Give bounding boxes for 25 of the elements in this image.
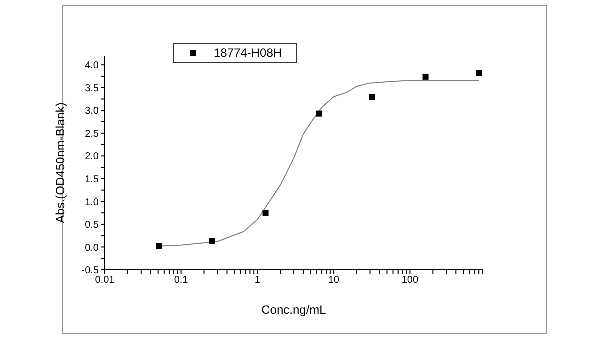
- y-tick-label: 3.5: [85, 83, 100, 94]
- x-tick-label: 1: [254, 275, 261, 286]
- y-axis-title: Abs.(OD450nm-Blank): [53, 102, 68, 224]
- point: [422, 74, 429, 80]
- y-tick-label: 4.0: [85, 60, 100, 72]
- x-tick-label: 0.01: [95, 275, 116, 286]
- y-tick-label: 0.5: [85, 220, 100, 232]
- y-tick-label: 1.5: [85, 174, 100, 186]
- y-tick-label: 1.0: [85, 197, 100, 208]
- point: [209, 238, 216, 244]
- x-axis-title: Conc.ng/mL: [262, 303, 327, 317]
- y-tick-label: 3.0: [85, 106, 100, 118]
- y-tick-label: 2.5: [85, 128, 100, 140]
- point: [476, 70, 482, 76]
- point: [156, 243, 162, 250]
- y-tick-label: 2.0: [85, 152, 100, 163]
- y-tick-label: -0.5: [82, 266, 100, 277]
- point: [262, 210, 269, 216]
- x-tick-label: 100: [402, 275, 419, 286]
- point: [316, 110, 322, 117]
- y-tick-label: 0.0: [85, 242, 100, 254]
- point: [369, 94, 376, 100]
- x-tick-label: 0.1: [174, 275, 189, 286]
- legend-label: 18774-H08H: [214, 46, 282, 60]
- x-tick-label: 10: [328, 275, 340, 286]
